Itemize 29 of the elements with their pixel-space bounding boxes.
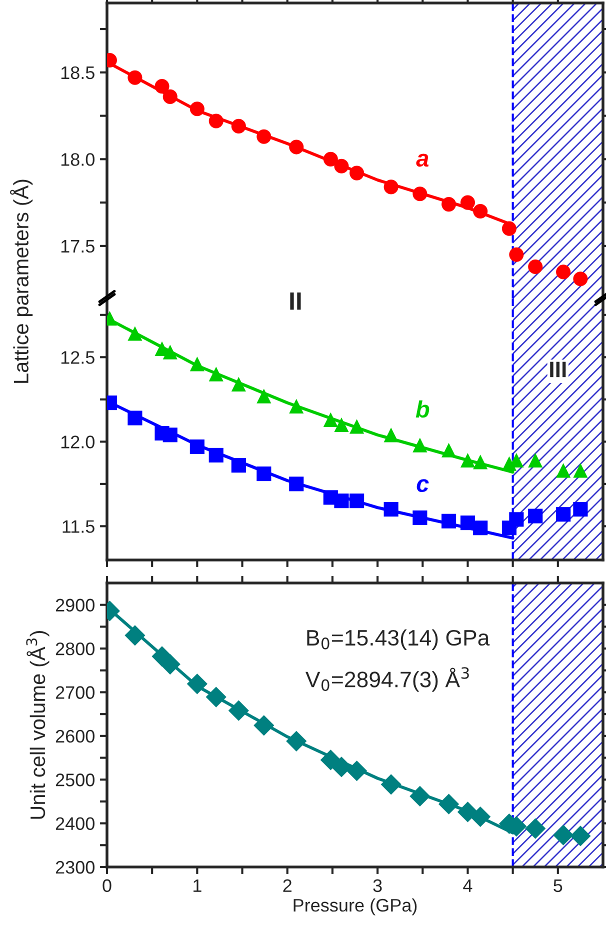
x-tick-label: 5: [554, 879, 562, 892]
annotation: II: [290, 292, 301, 310]
y-tick-label: 18.5: [61, 66, 94, 80]
y-tick-label: 2300: [56, 860, 94, 874]
x-axis-title: Pressure (GPa): [294, 898, 417, 916]
y-tick-label: 2700: [56, 686, 94, 699]
y-tick-label: 12.0: [61, 436, 94, 448]
y-tick-label: 2800: [56, 642, 94, 656]
y-tick-label: 2600: [56, 730, 94, 743]
band-label: III: [550, 362, 566, 378]
y-tick-label: 18.0: [61, 153, 94, 166]
y-tick-label: 12.5: [61, 351, 94, 364]
annotation: B$_{0}$=15.43(14) GPa: [307, 629, 490, 650]
y-tick-label: 17.5: [61, 240, 94, 253]
y-tick-label: 2400: [56, 817, 94, 830]
x-tick-label: 1: [194, 879, 202, 892]
x-tick-label: 0: [102, 879, 112, 892]
x-tick-label: 4: [463, 879, 472, 892]
series-label: a: [416, 154, 429, 167]
y-tick-label: 2500: [56, 774, 94, 786]
y-axis-title: Unit cell volume (Å$^{3}$): [26, 631, 50, 819]
y-tick-label: 2900: [56, 598, 94, 612]
x-tick-label: 3: [373, 879, 382, 892]
series-label: c: [416, 479, 429, 492]
series-label: b: [416, 400, 430, 418]
y-tick-label: 11.5: [62, 520, 94, 533]
annotation: V$_{0}$=2894.7(3) Å$^{3}$: [305, 667, 469, 692]
x-tick-label: 2: [283, 879, 292, 892]
y-axis-title: Lattice parameters (Å): [10, 180, 33, 383]
